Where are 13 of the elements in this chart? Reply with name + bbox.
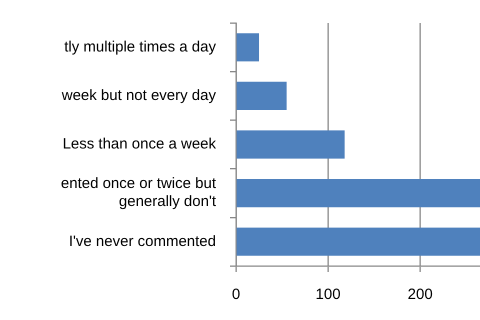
y-tick-label: tly multiple times a day bbox=[64, 38, 216, 56]
bar bbox=[236, 130, 345, 159]
bar bbox=[236, 82, 287, 110]
bar bbox=[236, 228, 480, 256]
y-tick-label: ented once or twice but generally don't bbox=[60, 175, 217, 210]
x-tick-label: 0 bbox=[232, 286, 240, 304]
y-tick-label: week but not every day bbox=[60, 87, 216, 104]
bar bbox=[236, 179, 480, 208]
x-tick-label: 100 bbox=[316, 286, 341, 304]
bar bbox=[236, 33, 260, 62]
y-tick-label: Less than once a week bbox=[62, 136, 216, 153]
x-tick-label: 200 bbox=[408, 286, 433, 304]
y-tick-label: I've never commented bbox=[68, 232, 216, 250]
